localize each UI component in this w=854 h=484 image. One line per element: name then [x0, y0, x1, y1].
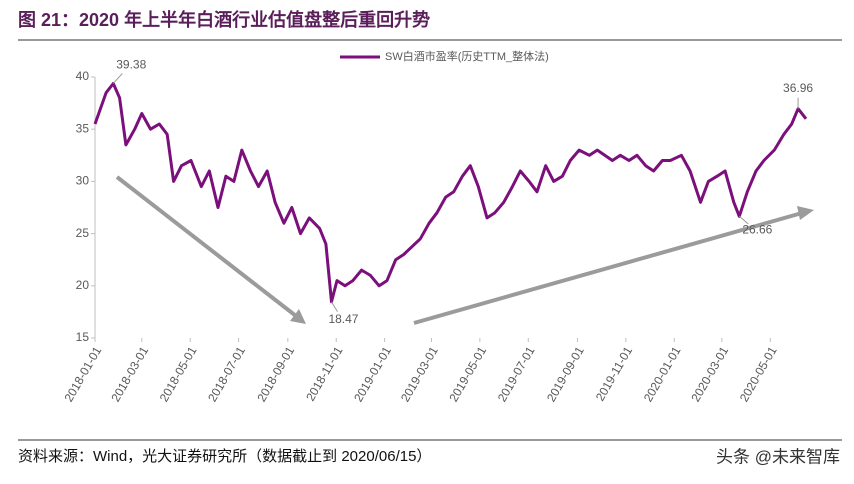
annotation-label: 26.66: [742, 222, 772, 236]
y-tick-label: 35: [76, 121, 90, 135]
y-tick-label: 20: [76, 278, 90, 292]
annotation-leader: [331, 301, 338, 312]
annotation-leader: [739, 215, 749, 225]
x-tick-label: 2020-01-01: [641, 344, 684, 404]
x-tick-label: 2019-05-01: [446, 344, 489, 404]
x-tick-label: 2020-05-01: [737, 344, 780, 404]
x-tick-label: 2018-03-01: [108, 344, 151, 404]
x-tick-label: 2018-07-01: [205, 344, 248, 404]
y-tick-label: 15: [76, 330, 90, 344]
x-tick-label: 2019-03-01: [398, 344, 441, 404]
source: 资料来源：Wind，光大证券研究所（数据截止到 2020/06/15）: [18, 448, 431, 465]
y-tick-label: 40: [76, 69, 90, 83]
annotation-label: 39.38: [116, 58, 146, 72]
trend-arrow: [413, 211, 803, 325]
title: 图 21：2020 年上半年白酒行业估值盘整后重回升势: [18, 9, 430, 30]
y-tick-label: 30: [76, 174, 90, 188]
series-line: [93, 82, 808, 304]
arrow-head: [290, 309, 306, 324]
x-tick-label: 2018-05-01: [157, 344, 200, 404]
x-tick-label: 2019-09-01: [544, 344, 587, 404]
annotation-leader: [112, 73, 123, 84]
x-tick-label: 2019-07-01: [495, 344, 538, 404]
x-tick-label: 2019-01-01: [351, 344, 394, 404]
arrow-head: [797, 206, 814, 220]
legend-label: SW白酒市盈率(历史TTM_整体法): [385, 49, 549, 63]
x-tick-label: 2018-09-01: [254, 344, 297, 404]
y-tick-label: 25: [76, 226, 90, 240]
annotation-label: 18.47: [328, 312, 358, 326]
watermark: 头条 @未来智库: [716, 447, 840, 466]
trend-arrows: [115, 175, 814, 325]
x-tick-label: 2018-01-01: [62, 344, 105, 404]
x-tick-label: 2019-11-01: [593, 344, 636, 404]
trend-arrow: [115, 175, 298, 318]
x-tick-label: 2018-11-01: [303, 344, 346, 404]
x-tick-label: 2020-03-01: [688, 344, 731, 404]
annotation-label: 36.96: [783, 81, 813, 95]
